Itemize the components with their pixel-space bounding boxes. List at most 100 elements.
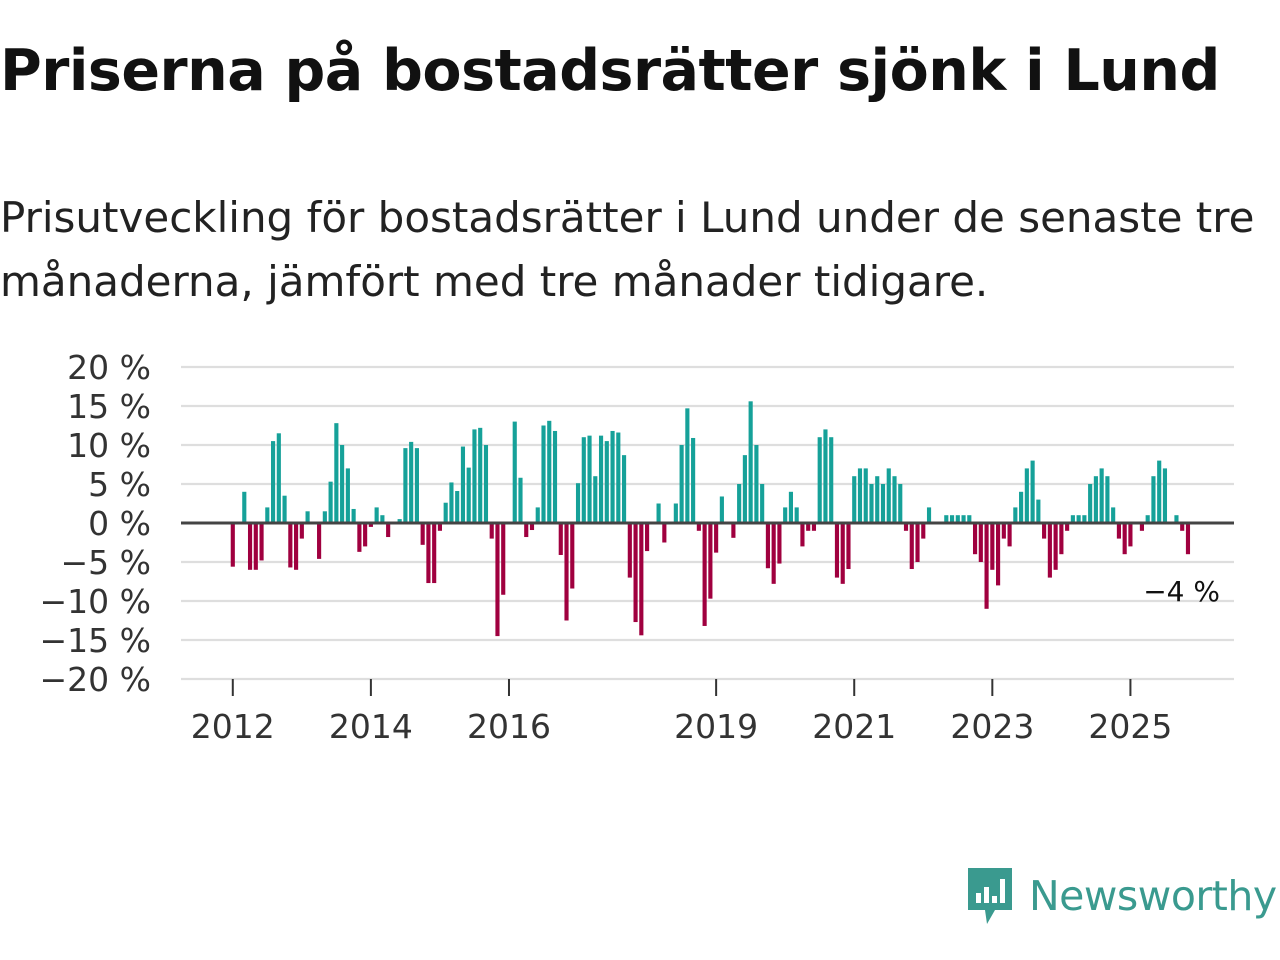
bar: [639, 523, 644, 636]
bar: [972, 523, 978, 555]
bar: [1128, 523, 1133, 547]
x-tick-label: 2023: [950, 707, 1034, 746]
bar: [541, 425, 546, 523]
bar: [806, 523, 811, 531]
bar: [1139, 523, 1144, 531]
bar: [679, 445, 684, 523]
bar-chart: 20 %15 %10 %5 %0 %−5 %−10 %−15 %−20 % 201…: [40, 348, 1234, 746]
tick-labels: 20 %15 %10 %5 %0 %−5 %−10 %−15 %−20 % 201…: [40, 348, 1173, 746]
bar: [834, 523, 840, 578]
y-tick-label: −20 %: [40, 660, 152, 699]
bar: [708, 523, 713, 599]
x-tick-label: 2019: [674, 707, 758, 746]
x-tick-label: 2014: [329, 707, 413, 746]
bar: [259, 523, 264, 561]
bar: [397, 519, 402, 523]
bar: [1093, 476, 1098, 523]
bar: [334, 423, 339, 523]
bar: [276, 433, 281, 523]
bar: [409, 441, 414, 523]
bar: [1145, 515, 1150, 523]
bar: [426, 523, 431, 584]
bar: [742, 455, 747, 523]
bar: [575, 483, 581, 523]
x-tick-label: 2021: [812, 707, 896, 746]
bar: [489, 523, 494, 539]
bar: [846, 523, 851, 570]
bar: [518, 477, 523, 523]
bar: [1099, 468, 1104, 523]
bar: [857, 468, 863, 523]
bar: [1076, 515, 1081, 523]
bar: [598, 435, 604, 523]
bar: [363, 523, 368, 547]
x-tick-label: 2025: [1088, 707, 1172, 746]
bar: [455, 491, 460, 523]
bar: [771, 523, 776, 584]
bar: [685, 408, 690, 523]
bar: [645, 523, 650, 552]
bar: [1088, 484, 1093, 523]
bar: [472, 429, 477, 523]
bar: [863, 468, 868, 523]
bar: [673, 503, 678, 523]
bar: [719, 496, 724, 523]
bar: [967, 515, 972, 523]
bar: [1036, 499, 1041, 523]
brand-name: Newsworthy: [1029, 872, 1277, 920]
bar: [1122, 523, 1127, 555]
bar: [788, 491, 793, 523]
bar: [558, 523, 563, 555]
bar: [1065, 523, 1070, 531]
bar: [915, 523, 920, 562]
bar: [903, 523, 909, 531]
bar: [1059, 523, 1064, 555]
bar: [288, 523, 293, 568]
bar: [1047, 523, 1052, 578]
x-tick-label: 2016: [467, 707, 551, 746]
bar: [1030, 460, 1035, 523]
bar: [1007, 523, 1012, 547]
bar: [737, 484, 742, 523]
y-tick-label: 15 %: [67, 387, 151, 426]
bar: [777, 523, 782, 564]
bars: [230, 401, 1191, 637]
bar: [1001, 523, 1006, 539]
bar: [621, 455, 627, 523]
bar: [420, 523, 425, 545]
bar: [570, 523, 575, 589]
bar: [984, 523, 989, 609]
bar: [961, 515, 966, 523]
bar: [1042, 523, 1047, 539]
bar: [921, 523, 926, 539]
bar: [1024, 468, 1029, 523]
bar: [760, 484, 765, 523]
bar: [529, 523, 535, 531]
bar: [996, 523, 1001, 586]
bar: [604, 441, 609, 523]
bar: [483, 445, 489, 523]
bar: [886, 468, 891, 523]
y-tick-label: −15 %: [40, 621, 152, 660]
bar: [432, 523, 437, 584]
bar: [691, 437, 696, 523]
bar: [616, 432, 621, 523]
y-tick-label: 0 %: [88, 504, 151, 543]
bar: [478, 427, 483, 523]
bar: [1185, 523, 1191, 555]
bar: [869, 484, 874, 523]
bar: [898, 484, 903, 523]
bar: [512, 421, 517, 523]
bar: [754, 445, 759, 523]
bar: [495, 523, 500, 637]
y-tick-label: 20 %: [67, 348, 151, 387]
bar: [696, 523, 701, 531]
bar: [1116, 523, 1121, 539]
bar: [662, 523, 667, 543]
last-value-annotation: −4 %: [1143, 575, 1220, 608]
bar: [610, 430, 615, 523]
bar: [811, 523, 817, 531]
bar: [581, 437, 586, 523]
y-tick-label: −5 %: [61, 543, 152, 582]
bar: [1082, 515, 1087, 523]
